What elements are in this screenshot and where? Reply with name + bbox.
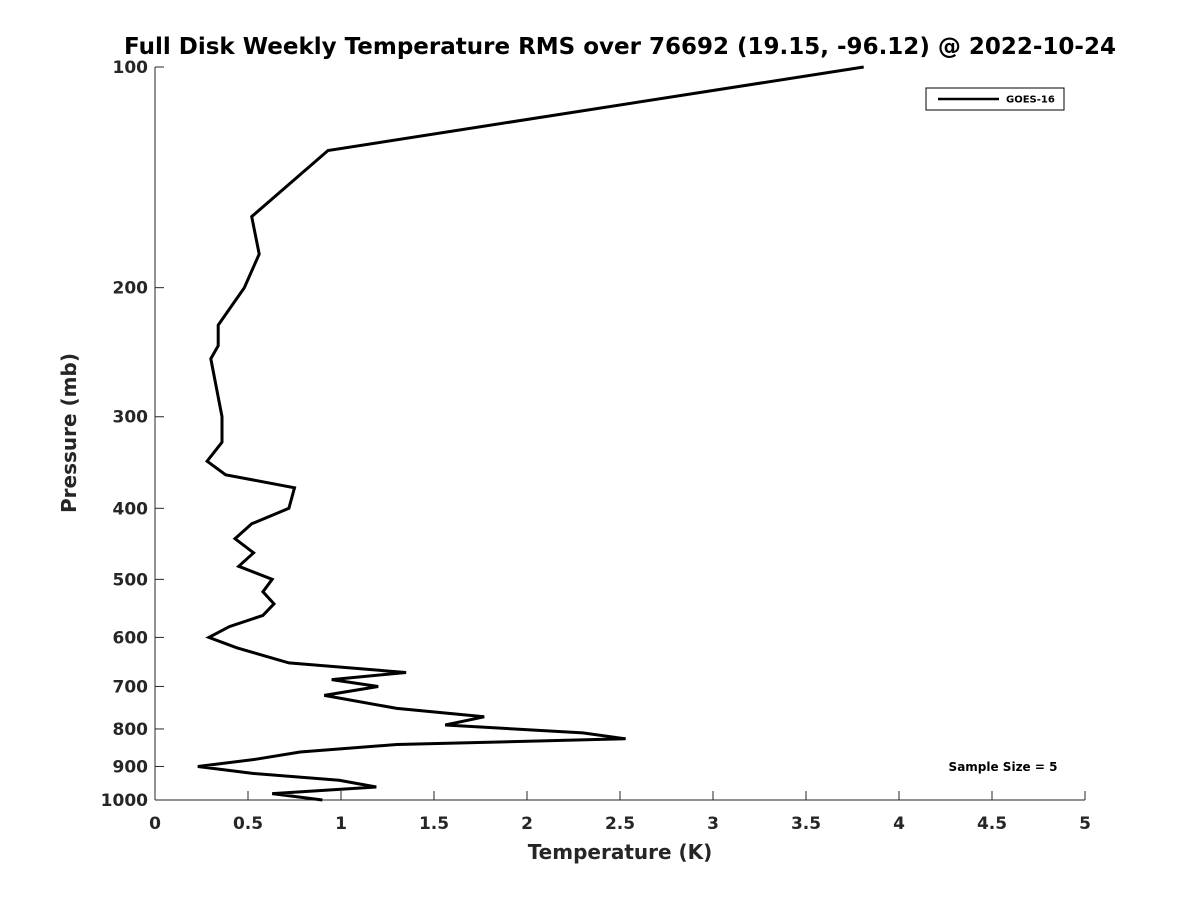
x-tick-label: 2 xyxy=(521,814,533,834)
x-tick-label: 1 xyxy=(335,814,347,834)
legend-label-goes-16: GOES-16 xyxy=(1006,95,1055,106)
x-tick-label: 4 xyxy=(893,814,905,834)
y-tick-label: 900 xyxy=(113,757,149,777)
y-tick-label: 400 xyxy=(113,499,149,519)
x-tick-label: 5 xyxy=(1079,814,1091,834)
sample-size-annotation: Sample Size = 5 xyxy=(949,760,1058,774)
y-tick-label: 600 xyxy=(113,628,149,648)
y-axis-label: Pressure (mb) xyxy=(57,353,81,513)
y-tick-label: 700 xyxy=(113,677,149,697)
x-axis-label: Temperature (K) xyxy=(528,840,713,864)
x-tick-label: 1.5 xyxy=(419,814,449,834)
x-tick-label: 2.5 xyxy=(605,814,635,834)
x-tick-label: 3.5 xyxy=(791,814,821,834)
y-axis-ticks: 100 200 300 400 500 600 700 800 900 1000 xyxy=(101,58,164,811)
y-tick-label: 100 xyxy=(113,58,149,78)
x-tick-label: 4.5 xyxy=(977,814,1007,834)
y-tick-label: 500 xyxy=(113,570,149,590)
legend: GOES-16 xyxy=(925,87,1065,111)
y-tick-label: 300 xyxy=(113,408,149,428)
y-tick-label: 800 xyxy=(113,720,149,740)
series-line-goes-16 xyxy=(197,65,864,802)
y-tick-label: 200 xyxy=(113,279,149,299)
x-tick-label: 3 xyxy=(707,814,719,834)
series-layer xyxy=(197,65,864,802)
chart-title: Full Disk Weekly Temperature RMS over 76… xyxy=(124,34,1116,60)
y-tick-label: 1000 xyxy=(101,791,148,811)
x-tick-label: 0.5 xyxy=(233,814,263,834)
x-axis-ticks: 0 0.5 1 1.5 2 2.5 3 3.5 4 4.5 5 xyxy=(149,791,1091,834)
x-tick-label: 0 xyxy=(149,814,161,834)
